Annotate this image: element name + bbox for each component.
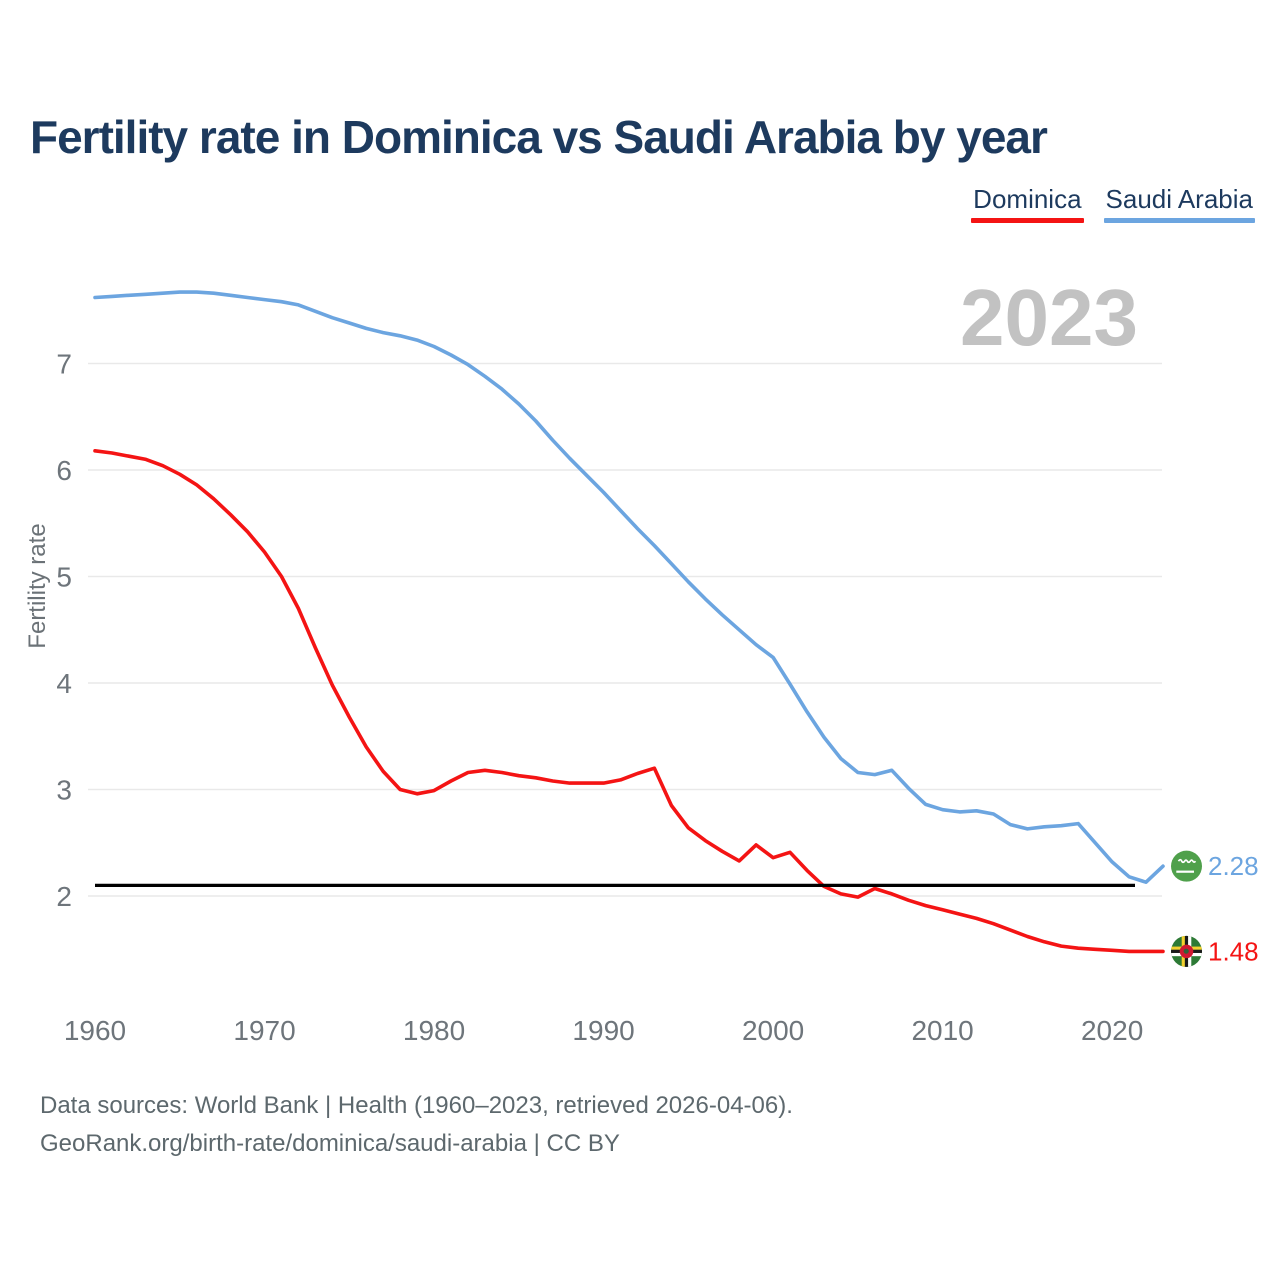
end-value-label-saudi-arabia: 2.28: [1208, 851, 1259, 881]
legend-item-saudi-arabia[interactable]: Saudi Arabia: [1103, 184, 1255, 223]
y-tick-6: 6: [56, 455, 72, 486]
dominica-flag-icon: [1171, 935, 1202, 967]
end-value-label-dominica: 1.48: [1208, 936, 1259, 966]
x-tick-2000: 2000: [742, 1015, 804, 1046]
page-title: Fertility rate in Dominica vs Saudi Arab…: [30, 111, 1048, 163]
y-tick-3: 3: [56, 775, 72, 806]
saudi-arabia-flag-icon: [1171, 850, 1202, 882]
series-line-dominica: [93, 448, 1165, 954]
legend-color-bar: [1103, 218, 1255, 223]
legend-label: Saudi Arabia: [1105, 184, 1253, 214]
y-tick-4: 4: [56, 668, 72, 699]
y-tick-5: 5: [56, 562, 72, 593]
legend: Dominica Saudi Arabia: [971, 184, 1255, 223]
footer-data-sources: Data sources: World Bank | Health (1960–…: [40, 1092, 793, 1119]
year-watermark: 2023: [960, 273, 1138, 362]
legend-color-bar: [971, 218, 1084, 223]
y-tick-7: 7: [56, 349, 72, 380]
legend-label: Dominica: [973, 184, 1082, 214]
series-line-saudi-arabia: [93, 290, 1165, 885]
y-tick-2: 2: [56, 881, 72, 912]
x-tick-2020: 2020: [1081, 1015, 1143, 1046]
x-tick-1990: 1990: [572, 1015, 634, 1046]
legend-item-dominica[interactable]: Dominica: [971, 184, 1084, 223]
x-tick-2010: 2010: [911, 1015, 973, 1046]
x-tick-1970: 1970: [233, 1015, 295, 1046]
x-tick-1960: 1960: [64, 1015, 126, 1046]
footer-attribution-link: GeoRank.org/birth-rate/dominica/saudi-ar…: [40, 1130, 620, 1157]
x-tick-1980: 1980: [403, 1015, 465, 1046]
footer: Data sources: World Bank | Health (1960–…: [40, 1087, 793, 1163]
